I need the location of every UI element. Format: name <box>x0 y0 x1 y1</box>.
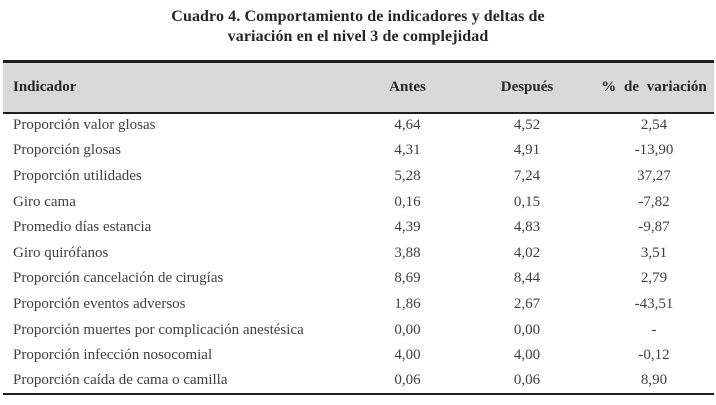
cell-variacion: -0,12 <box>638 347 670 364</box>
cell-variacion: -13,90 <box>634 142 674 159</box>
indicators-table: Indicador Antes Después % de variación P… <box>3 60 714 396</box>
cell-variacion: 37,27 <box>637 167 671 184</box>
cell-variacion: -9,87 <box>638 219 670 236</box>
cell-antes: 4,00 <box>394 347 421 364</box>
cell-despues: 2,67 <box>513 295 541 312</box>
table-row: Proporción cancelación de cirugías 8,69 8,… <box>3 266 714 292</box>
cell-variacion: -7,82 <box>638 193 670 210</box>
table-row: Proporción eventos adversos 1,86 2,67 -43,5… <box>3 292 714 318</box>
cell-variacion: - <box>651 321 657 338</box>
table-row: Proporción glosas 4,31 4,91 -13,90 <box>3 138 714 164</box>
cell-indicador: Proporción cancelación de cirugías <box>13 270 224 287</box>
table-row: Giro cama 0,16 0,15 -7,82 <box>3 189 714 215</box>
cell-despues: 7,24 <box>513 167 541 184</box>
header-cell-despues: Después <box>460 61 594 114</box>
header-row: Indicador Antes Después % de variación <box>3 61 714 114</box>
cell-indicador: Proporción infección nosocomial <box>13 347 213 364</box>
cell-despues: 4,52 <box>513 117 541 134</box>
table-body: Proporción valor glosas 4,64 4,52 2,54 Propo… <box>3 113 714 395</box>
cell-indicador: Giro quirófanos <box>13 244 109 261</box>
table-row: Proporción caída de cama o camilla 0,06 0,… <box>3 368 714 394</box>
cell-indicador: Promedio días estancia <box>13 219 152 236</box>
cell-variacion: 2,79 <box>640 270 668 287</box>
cell-despues: 0,15 <box>513 193 541 210</box>
cell-variacion: 8,90 <box>640 372 668 389</box>
cell-antes: 5,28 <box>394 167 421 184</box>
cell-indicador: Giro cama <box>13 193 76 210</box>
cell-despues: 0,00 <box>513 321 541 338</box>
cell-antes: 4,39 <box>394 219 421 236</box>
header-cell-indicador: Indicador <box>3 61 355 114</box>
cell-antes: 3,88 <box>394 244 421 261</box>
cell-variacion: 2,54 <box>640 117 668 134</box>
table-row: Proporción muertes por complicación anes… <box>3 317 714 343</box>
table-row: Proporción utilidades 5,28 7,24 37,27 <box>3 164 714 190</box>
cell-indicador: Proporción glosas <box>13 142 121 159</box>
cell-despues: 4,83 <box>513 219 541 236</box>
table-caption-line-2: variación en el nivel 3 de complejidad <box>227 28 489 45</box>
cell-indicador: Proporción utilidades <box>13 167 142 184</box>
header-cell-antes: Antes <box>355 61 460 114</box>
cell-antes: 0,16 <box>394 193 421 210</box>
cell-indicador: Proporción valor glosas <box>13 117 156 134</box>
header-cell-variacion: % de variación <box>594 61 714 114</box>
cell-antes: 4,64 <box>394 117 421 134</box>
table-area: Indicador Antes Después % de variación P… <box>3 60 714 396</box>
cell-antes: 1,86 <box>394 295 421 312</box>
cell-indicador: Proporción muertes por complicación anes… <box>13 321 304 338</box>
cell-despues: 4,00 <box>513 347 541 364</box>
table-row: Proporción infección nosocomial 4,00 4,00 -… <box>3 343 714 369</box>
cell-antes: 0,00 <box>394 321 421 338</box>
cell-variacion: -43,51 <box>634 295 674 312</box>
cell-despues: 4,02 <box>513 244 541 261</box>
cell-indicador: Proporción caída de cama o camilla <box>13 372 228 389</box>
cell-antes: 0,06 <box>394 372 421 389</box>
table-row: Proporción valor glosas 4,64 4,52 2,54 <box>3 113 714 139</box>
cell-despues: 4,91 <box>513 142 541 159</box>
cell-antes: 4,31 <box>394 142 421 159</box>
cell-despues: 8,44 <box>513 270 541 287</box>
cell-despues: 0,06 <box>513 372 541 389</box>
table-row: Giro quirófanos 3,88 4,02 3,51 <box>3 240 714 266</box>
cell-indicador: Proporción eventos adversos <box>13 295 186 312</box>
table-row: Promedio días estancia 4,39 4,83 -9,87 <box>3 215 714 241</box>
table-caption-line-1: Cuadro 4. Comportamiento de indicadores … <box>171 8 545 25</box>
cell-antes: 8,69 <box>394 270 421 287</box>
cell-variacion: 3,51 <box>640 244 668 261</box>
table-caption: Cuadro 4. Comportamiento de indicadores … <box>0 0 716 47</box>
